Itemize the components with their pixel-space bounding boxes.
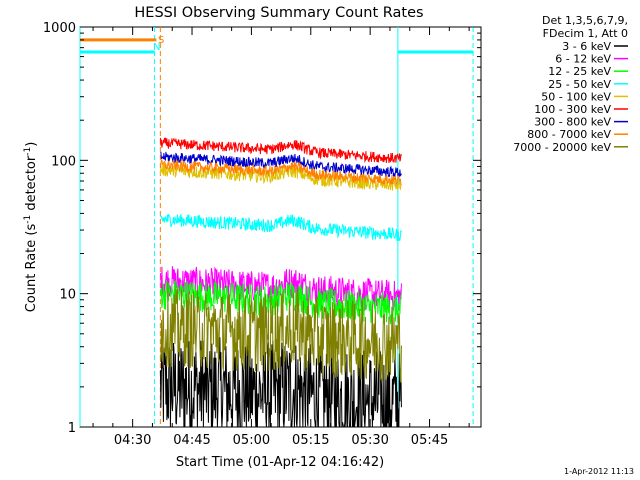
x-tick-label: 05:00 [233,433,270,448]
legend-label-7: 800 - 7000 keV [527,128,611,141]
y-axis-label-mid: detector [24,155,39,215]
legend-label-0: 3 - 6 keV [562,40,611,53]
legend-label-8: 7000 - 20000 keV [513,141,611,154]
y-tick-label: 1 [68,421,76,436]
y-axis-label-sup-2: -1 [23,147,33,156]
x-tick-label: 04:45 [173,433,210,448]
legend-header-line-1: Det 1,3,5,6,7,9, [542,14,628,27]
series-line-7 [159,159,402,186]
legend-header-line-2: FDecim 1, Att 0 [543,27,628,40]
legend-label-4: 50 - 100 keV [541,90,611,103]
x-tick-label: 05:45 [411,433,448,448]
y-tick-label: 100 [51,154,76,169]
y-axis-label-sup-1: -1 [23,215,33,224]
x-axis-label: Start Time (01-Apr-12 04:16:42) [176,455,384,470]
legend-label-3: 25 - 50 keV [548,78,611,91]
flag-bars [80,38,474,54]
series-line-0 [159,334,402,428]
legend-label-5: 100 - 300 keV [534,103,611,116]
legend-label-6: 300 - 800 keV [534,116,611,129]
series-line-6 [160,151,402,178]
series-line-5 [159,137,402,164]
y-axis-label: Count Rate (s-1 detector-1) [23,142,39,313]
legend-label-1: 6 - 12 keV [555,53,611,66]
x-tick-label: 05:30 [351,433,388,448]
data-series [159,137,402,428]
timestamp: 1-Apr-2012 11:13 [564,467,634,476]
flag-label-n: N [153,42,160,53]
x-tick-label: 05:15 [292,433,329,448]
y-axis-label-end: ) [24,142,39,147]
x-tick-label: 04:30 [114,433,151,448]
y-tick-label: 10 [59,288,76,303]
legend: Det 1,3,5,6,7,9, FDecim 1, Att 0 3 - 6 k… [513,14,628,154]
y-tick-label: 1000 [43,21,76,36]
axis-ticks: 04:30 04:45 05:00 05:15 05:30 05:45 1 10 100 1000 [43,21,481,448]
series-line-3 [159,213,402,242]
chart-title: HESSI Observing Summary Count Rates [134,5,423,21]
series-line-2 [159,280,402,325]
flag-label-s: S [158,35,164,46]
time-markers [79,27,474,427]
series-line-8 [159,287,402,383]
y-axis-label-main: Count Rate (s [24,224,39,313]
legend-label-2: 12 - 25 keV [548,65,611,78]
